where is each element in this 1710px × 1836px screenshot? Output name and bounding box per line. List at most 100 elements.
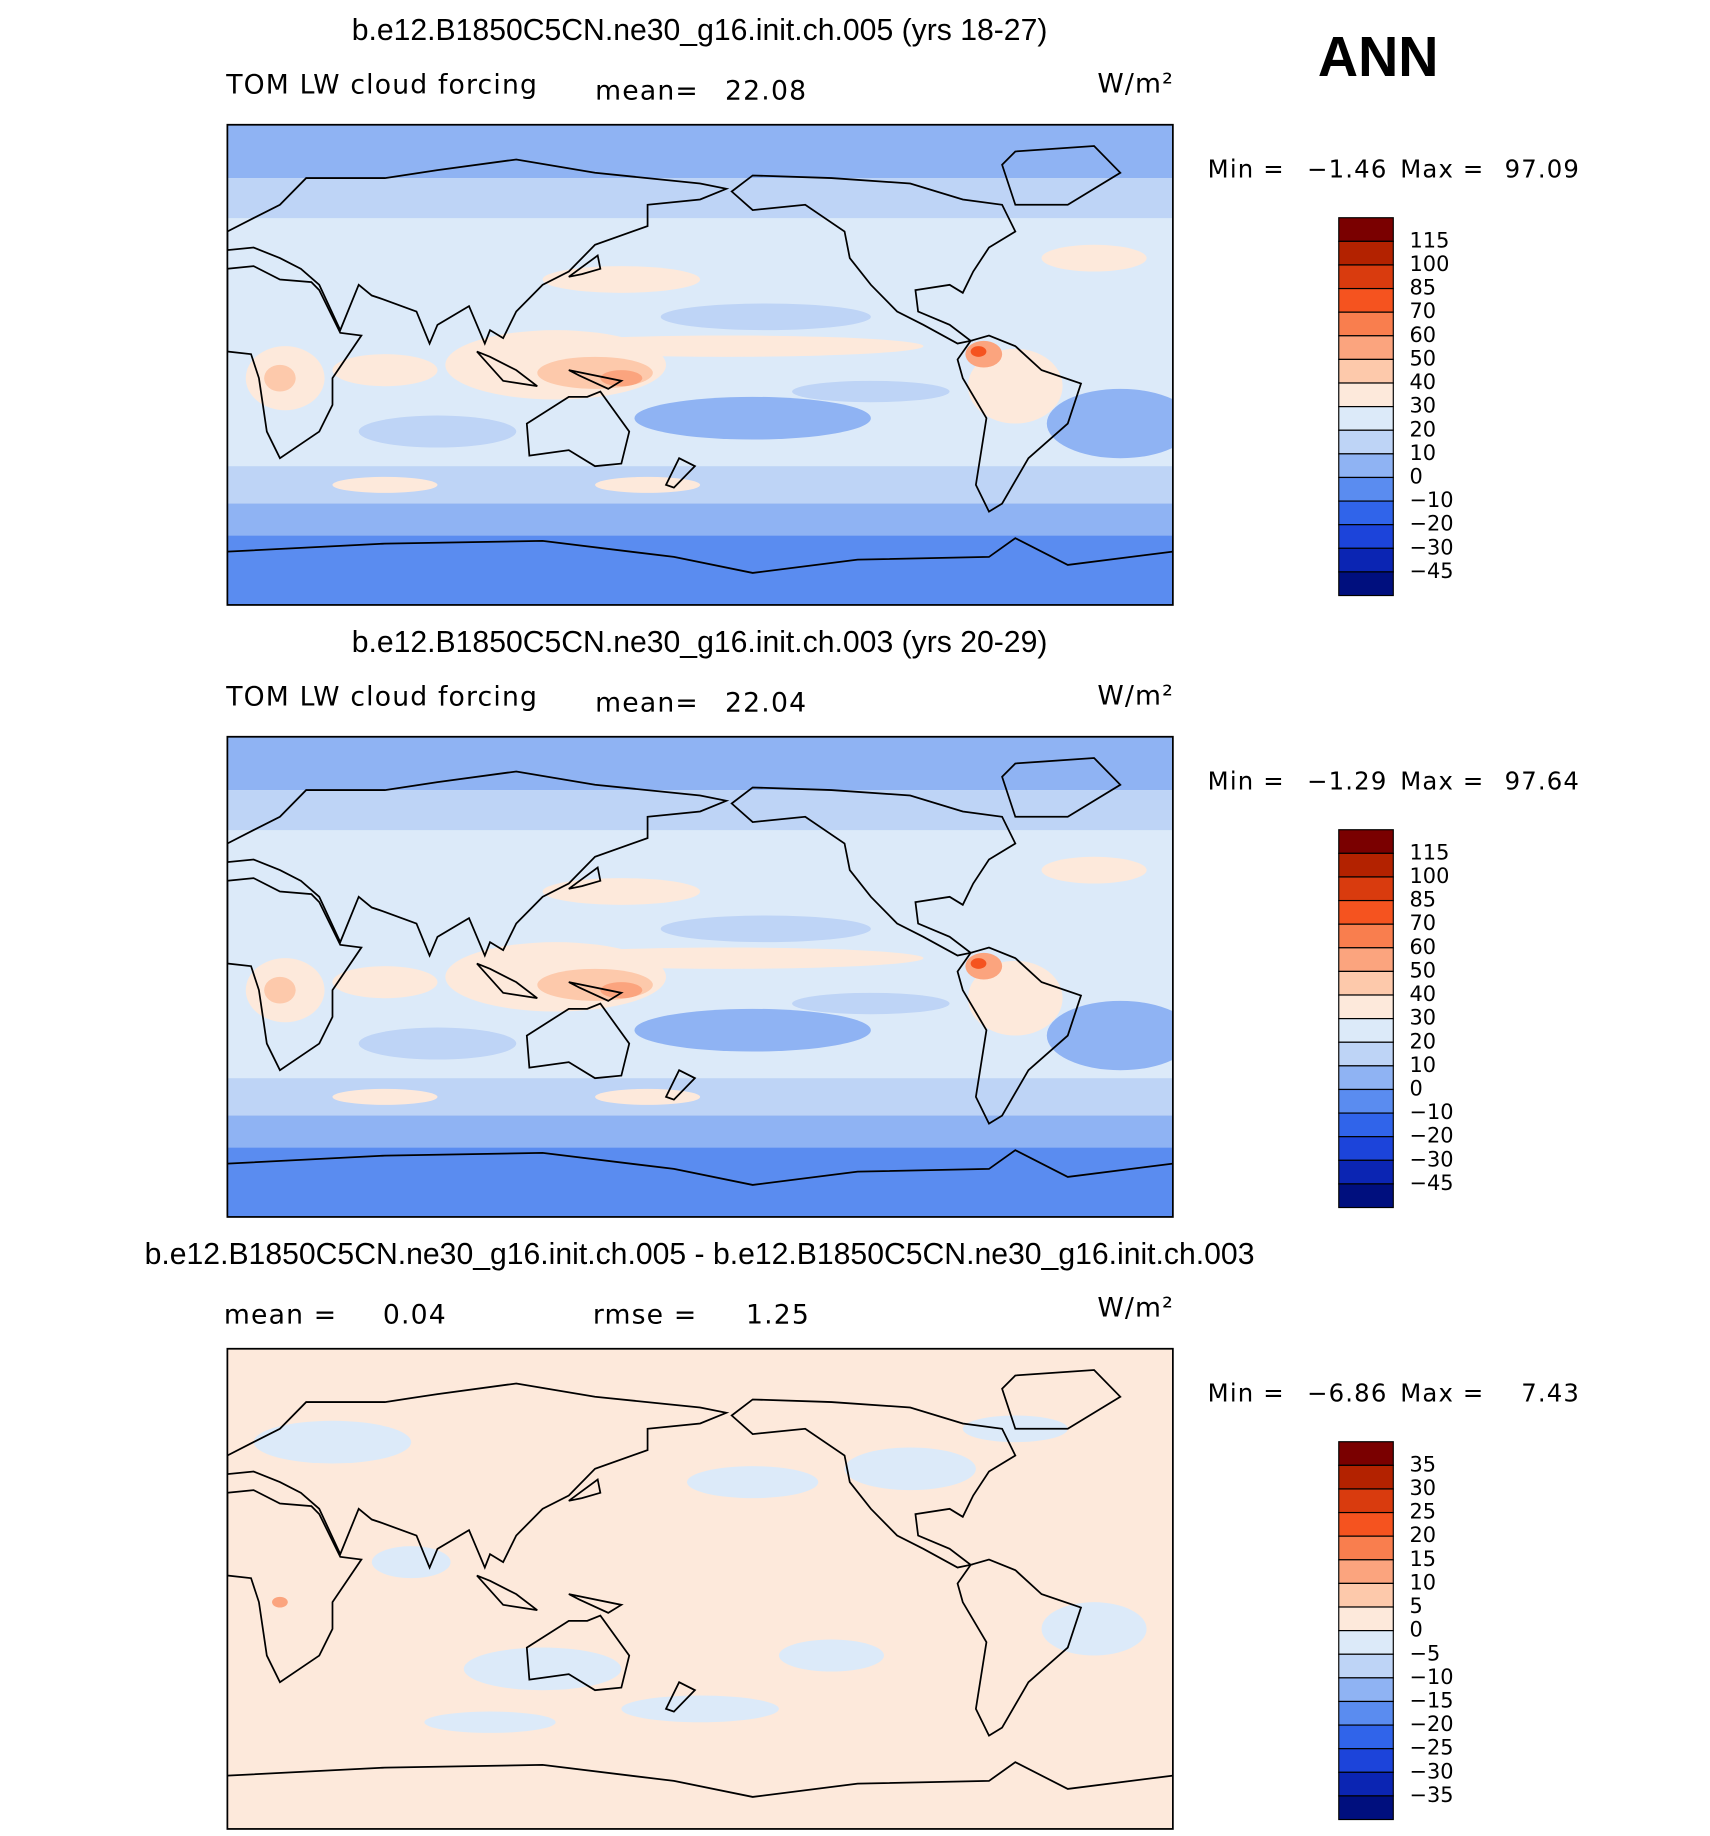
colorbar-box — [1338, 1441, 1394, 1466]
field-contour — [463, 1647, 622, 1691]
coastline — [525, 1002, 631, 1080]
coastline — [227, 158, 730, 346]
field-contour — [792, 380, 950, 403]
coastline — [730, 786, 1017, 957]
colorbar-box — [1338, 1065, 1394, 1091]
colorbar-label: 100 — [1410, 251, 1450, 276]
variable-label: TOM LW cloud forcing — [225, 69, 538, 100]
colorbar-label: 5 — [1410, 1593, 1423, 1618]
colorbar-label: 70 — [1410, 298, 1437, 323]
field-contour — [595, 1088, 701, 1105]
colorbar-box — [1338, 1677, 1394, 1703]
field-band — [227, 736, 1173, 791]
colorbar-label: −10 — [1410, 1664, 1454, 1689]
map — [227, 736, 1173, 1217]
field-contour — [660, 915, 871, 943]
colorbar-label: −5 — [1410, 1640, 1441, 1665]
field-band — [227, 535, 1173, 605]
coastline — [956, 1558, 1083, 1737]
map-frame — [226, 123, 1174, 606]
colorbar-label: 10 — [1410, 1052, 1437, 1077]
field-band — [227, 503, 1173, 536]
field-band — [227, 1147, 1173, 1217]
min-label: Min = — [1208, 1379, 1285, 1408]
colorbar-box — [1338, 335, 1394, 360]
coastline — [568, 981, 624, 1002]
coastline — [664, 1680, 697, 1713]
stat-value: 22.04 — [725, 687, 807, 718]
field-contour — [1046, 1000, 1173, 1071]
colorbar-box — [1338, 240, 1394, 266]
field-contour — [542, 266, 701, 293]
map-frame — [226, 1347, 1174, 1830]
colorbar-box — [1338, 311, 1394, 337]
min-label: Min = — [1208, 155, 1285, 184]
colorbar-box — [1338, 1653, 1394, 1679]
units: W/m² — [1097, 1292, 1174, 1323]
colorbar-label: 20 — [1410, 1522, 1437, 1547]
field-band — [227, 1115, 1173, 1148]
colorbar-box — [1338, 1606, 1394, 1632]
coastline — [227, 877, 363, 1072]
field-contour — [542, 878, 701, 905]
field-contour — [792, 992, 950, 1015]
max-value: 97.64 — [1505, 767, 1580, 796]
coastline — [568, 1593, 624, 1614]
colorbar-box — [1338, 1018, 1394, 1043]
field-contour — [332, 1088, 438, 1105]
colorbar-box — [1338, 453, 1394, 479]
colorbar-label: 10 — [1410, 440, 1437, 465]
colorbar-label: −30 — [1410, 1758, 1454, 1783]
colorbar-label: 100 — [1410, 863, 1450, 888]
field-contour — [660, 303, 871, 331]
max-label: Max = — [1400, 155, 1484, 184]
field-contour — [621, 1695, 779, 1723]
colorbar-label: 30 — [1410, 393, 1437, 418]
colorbar-label: 40 — [1410, 369, 1437, 394]
colorbar-label: −45 — [1410, 1170, 1454, 1195]
field-contour — [970, 958, 987, 969]
colorbar-label: −10 — [1410, 487, 1454, 512]
coastline — [568, 369, 624, 390]
coastline — [568, 1477, 602, 1502]
colorbar-box — [1338, 1511, 1394, 1537]
colorbar-label: −45 — [1410, 558, 1454, 583]
colorbar-box — [1338, 1464, 1394, 1490]
coastline — [227, 537, 1173, 574]
colorbar-box — [1338, 1771, 1394, 1797]
colorbar-box — [1338, 264, 1394, 290]
field-contour — [970, 346, 987, 357]
colorbar-label: 60 — [1410, 934, 1437, 959]
field-contour — [595, 476, 701, 493]
coastline — [730, 1398, 1017, 1569]
max-label: Max = — [1400, 1379, 1484, 1408]
field-contour — [358, 415, 517, 448]
field-contour — [1041, 856, 1147, 884]
colorbar-label: 70 — [1410, 910, 1437, 935]
units: W/m² — [1097, 680, 1174, 711]
colorbar-label: −25 — [1410, 1735, 1454, 1760]
coastline — [1001, 145, 1122, 206]
panel-title: b.e12.B1850C5CN.ne30_g16.init.ch.003 (yr… — [352, 625, 1048, 659]
colorbar-box — [1338, 1088, 1394, 1114]
field-contour — [634, 396, 871, 440]
coastline — [664, 1068, 697, 1101]
coastline — [525, 1614, 631, 1692]
colorbar-label: 85 — [1410, 274, 1437, 299]
coastline — [227, 265, 363, 460]
coastline — [956, 334, 1083, 513]
colorbar-label: −15 — [1410, 1687, 1454, 1712]
colorbar-box — [1338, 287, 1394, 313]
min-value: −1.29 — [1307, 767, 1387, 796]
colorbar-box — [1338, 358, 1394, 384]
colorbar-box — [1338, 899, 1394, 925]
field-band — [227, 790, 1173, 831]
colorbar-label: 50 — [1410, 345, 1437, 370]
field-contour — [371, 1546, 451, 1579]
colorbar-label: 115 — [1410, 227, 1450, 252]
coastline — [956, 946, 1083, 1125]
coastline — [664, 456, 697, 489]
colorbar-box — [1338, 947, 1394, 972]
panel-title: b.e12.B1850C5CN.ne30_g16.init.ch.005 (yr… — [352, 13, 1048, 47]
